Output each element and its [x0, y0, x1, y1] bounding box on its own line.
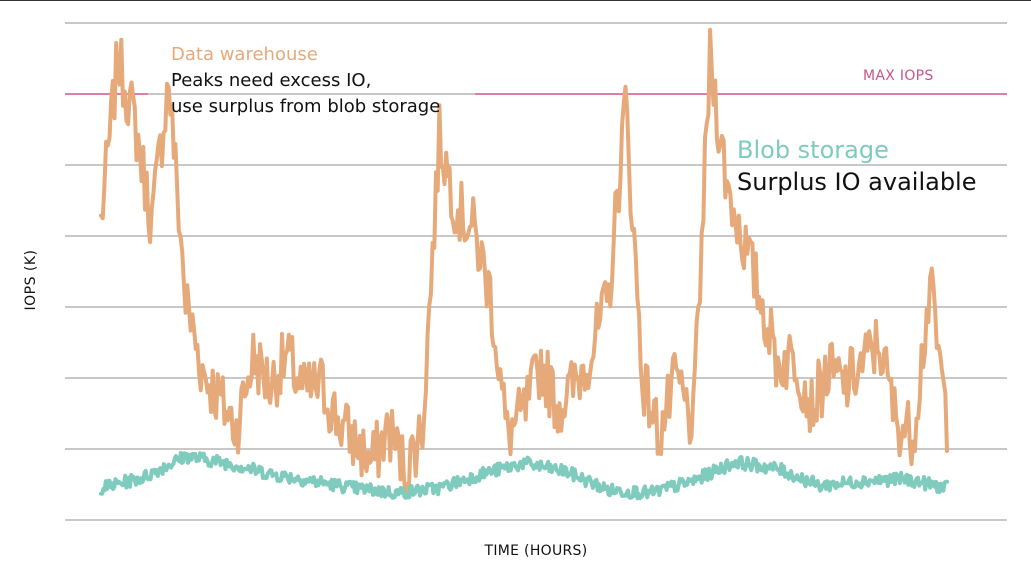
- max-iops-label: MAX IOPS: [863, 68, 934, 84]
- blob-storage-series-line: [99, 451, 949, 501]
- blob-storage-title: Blob storage: [737, 136, 889, 164]
- data-warehouse-note-line-1: Peaks need excess IO,: [171, 70, 372, 91]
- data-warehouse-note-line-2: use surplus from blob storage: [171, 96, 441, 117]
- x-axis-label: TIME (HOURS): [484, 543, 588, 559]
- blob-storage-note-line-1: Surplus IO available: [737, 168, 977, 196]
- y-axis-label: IOPS (K): [23, 249, 39, 311]
- data-warehouse-series-line: [99, 27, 949, 498]
- top-border: [0, 0, 1031, 1]
- series-group: [99, 27, 949, 501]
- data-warehouse-title: Data warehouse: [171, 44, 318, 65]
